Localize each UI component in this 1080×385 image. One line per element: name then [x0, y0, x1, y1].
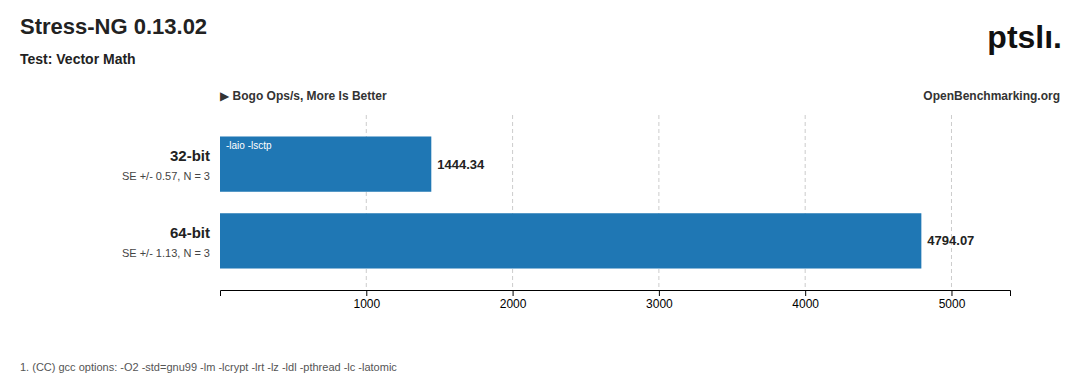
bars	[220, 136, 921, 268]
data-label: 1444.34	[437, 157, 485, 172]
x-axis-title: ▶ Bogo Ops/s, More Is Better	[220, 89, 387, 103]
x-tick-label: 5000	[939, 297, 966, 311]
x-tick: 2000	[500, 290, 527, 311]
chart: Stress-NG 0.13.02 Test: Vector Math ptslı.…	[0, 0, 1080, 385]
x-tick: 4000	[792, 290, 819, 311]
y-tick: 32-bit	[170, 147, 210, 164]
data-label: 4794.07	[927, 233, 974, 248]
logo: ptslı.	[987, 19, 1062, 55]
y-tick-label: 32-bit	[170, 147, 210, 164]
se-label: SE +/- 0.57, N = 3	[122, 170, 210, 182]
y-tick: 64-bit	[170, 224, 210, 241]
x-tick-mark	[951, 290, 952, 296]
se-labels: SE +/- 0.57, N = 3 SE +/- 1.13, N = 3	[122, 170, 210, 259]
x-tick-mark	[513, 290, 514, 296]
se-label: SE +/- 1.13, N = 3	[122, 247, 210, 259]
x-tick-mark	[659, 290, 660, 296]
bar-annotation: -laio -lsctp	[226, 140, 272, 151]
y-tick-label: 64-bit	[170, 224, 210, 241]
x-axis: 1000 2000 3000 4000 5000	[221, 290, 1011, 311]
grid-line	[951, 115, 952, 290]
title: Stress-NG 0.13.02	[20, 14, 207, 39]
x-tick-mark	[366, 290, 367, 296]
data-labels: 1444.34 4794.07	[437, 157, 974, 249]
footnote: 1. (CC) gcc options: -O2 -std=gnu99 -lm …	[20, 361, 397, 373]
x-tick: 3000	[646, 290, 673, 311]
bar	[220, 136, 431, 191]
x-tick-label: 1000	[353, 297, 380, 311]
x-axis-line	[221, 291, 1011, 297]
x-tick-label: 3000	[646, 297, 673, 311]
y-axis: 32-bit 64-bit	[170, 147, 210, 241]
subtitle: Test: Vector Math	[20, 51, 136, 67]
source: OpenBenchmarking.org	[923, 89, 1060, 103]
x-tick-mark	[805, 290, 806, 296]
x-tick: 1000	[353, 290, 380, 311]
bar	[220, 213, 921, 268]
x-tick-label: 4000	[792, 297, 819, 311]
x-tick-label: 2000	[500, 297, 527, 311]
x-tick: 5000	[939, 290, 966, 311]
